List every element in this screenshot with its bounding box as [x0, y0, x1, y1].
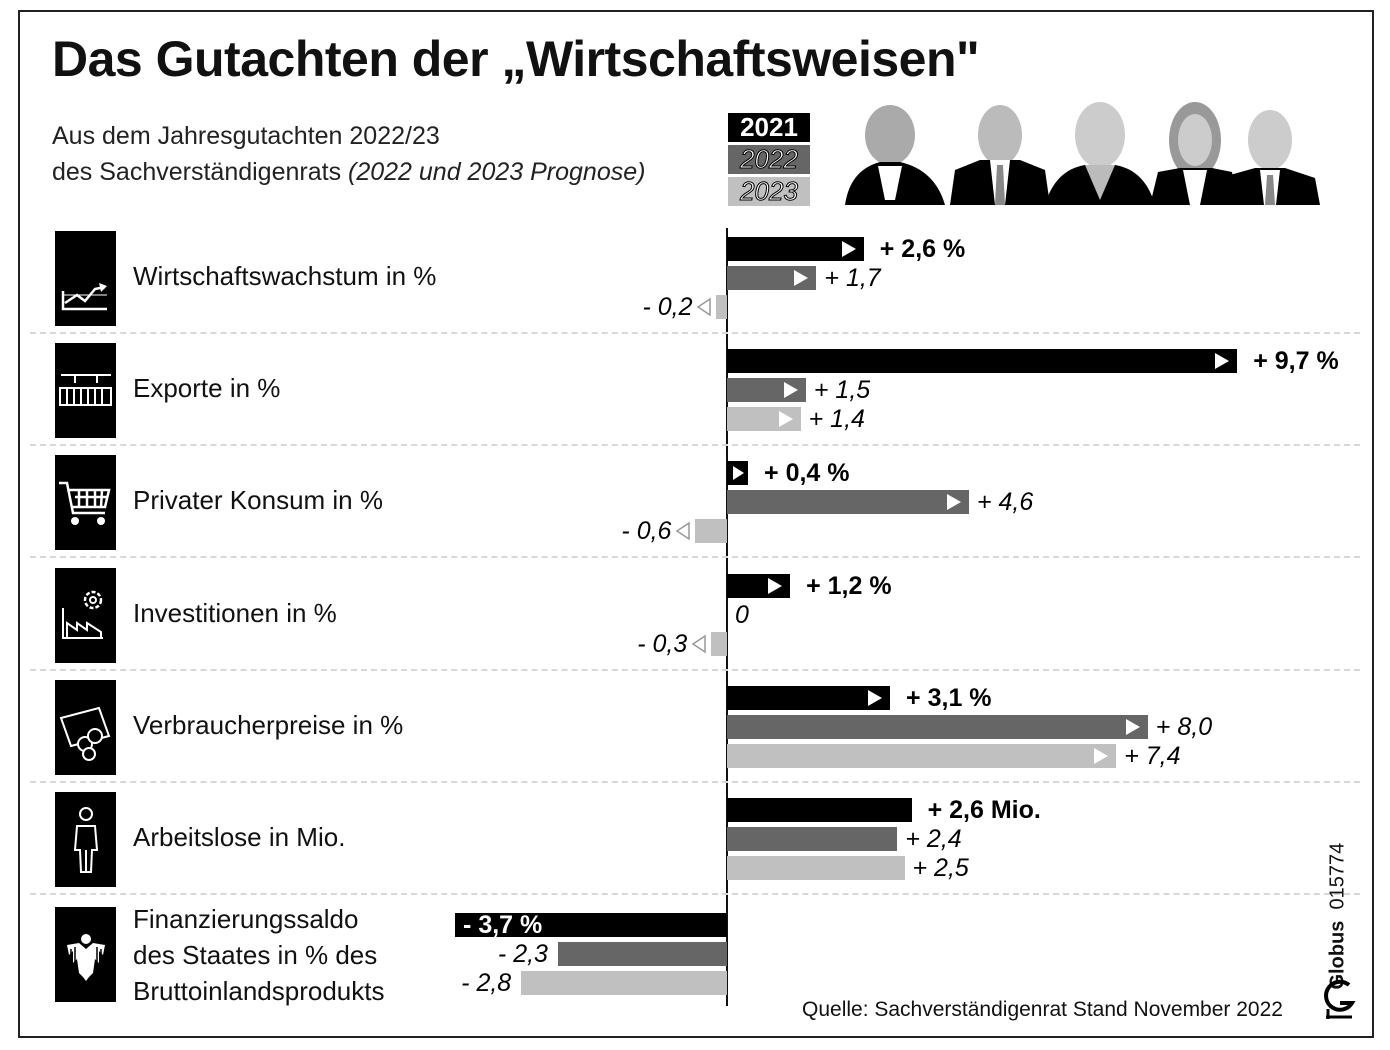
frame	[18, 10, 1374, 1038]
globus-logo: Globus 015774	[1318, 790, 1358, 1025]
row-label: Verbraucherpreise in %	[133, 710, 404, 740]
arrow-right-icon	[1125, 719, 1140, 735]
value-label: - 2,3	[497, 940, 548, 968]
arrow-right-icon	[1094, 748, 1109, 764]
bar-2023	[727, 744, 1117, 768]
row-label-line: Finanzierungssaldo	[133, 904, 359, 934]
row-label: Privater Konsum in %	[133, 485, 383, 515]
subtitle-line2: des Sachverständigenrats (2022 und 2023 …	[52, 158, 645, 187]
bar-2021	[455, 913, 727, 937]
arrow-left-outline-icon	[676, 521, 691, 541]
row-separator	[30, 444, 1360, 446]
legend-2023: 2023	[728, 176, 810, 206]
arrow-left-outline-icon	[691, 634, 706, 654]
row-label-line: Bruttoinlandsprodukts	[133, 976, 385, 1006]
value-label: + 2,4	[905, 825, 962, 853]
federal-eagle-icon	[55, 907, 116, 1002]
bar-2021	[727, 237, 864, 261]
portrait-1	[845, 105, 945, 205]
bar-2023	[716, 295, 727, 319]
row-separator	[30, 781, 1360, 783]
row-separator	[30, 332, 1360, 334]
zero-axis	[726, 228, 728, 1006]
value-label: + 1,2 %	[806, 572, 892, 600]
value-label: + 2,6 Mio.	[927, 796, 1041, 824]
arrow-left-outline-icon	[697, 297, 712, 317]
row-separator	[30, 556, 1360, 558]
portrait-5	[1225, 110, 1320, 205]
value-label: + 1,5	[813, 376, 871, 404]
graphic-id: 015774	[1326, 842, 1349, 910]
row-label: Arbeitslose in Mio.	[133, 822, 346, 852]
source-note: Quelle: Sachverständigenrat Stand Novemb…	[802, 998, 1283, 1021]
value-label: + 7,4	[1124, 742, 1181, 770]
portraits-illustration	[845, 102, 1320, 205]
value-label: + 4,6	[976, 488, 1034, 516]
value-label: + 8,0	[1155, 713, 1213, 741]
row-separator	[30, 893, 1360, 895]
arrow-right-icon	[841, 241, 856, 257]
value-label: + 0,4 %	[764, 459, 850, 487]
arrow-right-icon	[768, 578, 783, 594]
arrow-right-icon	[778, 411, 793, 427]
bar-2023	[521, 971, 727, 995]
money-coins-icon	[55, 680, 116, 775]
arrow-right-icon	[794, 270, 809, 286]
bar-2022	[727, 827, 898, 851]
subtitle-note: (2022 und 2023 Prognose)	[348, 158, 646, 186]
portrait-2	[950, 105, 1050, 205]
page-title: Das Gutachten der „Wirtschaftsweisen"	[52, 31, 980, 87]
bar-2022	[727, 715, 1148, 739]
person-icon	[55, 792, 116, 887]
row-label-line: des Staates in % des	[133, 940, 378, 970]
bar-2023	[727, 856, 905, 880]
factory-gear-icon	[55, 568, 116, 663]
row-separator	[30, 669, 1360, 671]
arrow-right-icon	[1215, 353, 1230, 369]
bar-2021	[727, 686, 891, 710]
bar-2021	[727, 349, 1238, 373]
growth-chart-icon	[55, 231, 116, 326]
arrow-right-icon	[946, 494, 961, 510]
bar-2021	[727, 798, 912, 822]
value-label: - 2,8	[461, 969, 512, 997]
row-label: Finanzierungssaldo des Staates in % des Br…	[133, 901, 384, 1009]
row-label: Investitionen in %	[133, 598, 337, 628]
value-label: + 1,4	[808, 405, 865, 433]
row-label: Wirtschaftswachstum in %	[133, 261, 437, 291]
bar-2022	[557, 942, 727, 966]
arrow-right-icon	[783, 382, 798, 398]
container-crane-icon	[55, 343, 116, 438]
globus-g-icon	[1324, 979, 1356, 1019]
arrow-right-icon	[729, 464, 747, 482]
value-label: - 0,6	[621, 517, 672, 545]
bar-2022	[727, 490, 969, 514]
shopping-cart-icon	[55, 455, 116, 550]
value-label: - 0,2	[642, 293, 693, 321]
value-label: + 2,5	[912, 854, 969, 882]
portrait-4	[1150, 102, 1238, 205]
subtitle-line1: Aus dem Jahresgutachten 2022/23	[52, 122, 440, 150]
value-label: - 3,7 %	[463, 911, 543, 939]
legend-2021: 2021	[728, 113, 810, 142]
value-label: 0	[735, 601, 749, 629]
bar-2023	[711, 632, 727, 656]
legend-2022: 2022	[728, 144, 810, 174]
value-label: + 2,6 %	[879, 235, 966, 263]
value-label: + 1,7	[824, 264, 881, 292]
bar-2023	[695, 519, 727, 543]
value-label: - 0,3	[637, 630, 688, 658]
value-label: + 9,7 %	[1253, 347, 1339, 375]
portrait-3	[1045, 102, 1155, 205]
arrow-right-icon	[868, 690, 883, 706]
subtitle-line2-text: des Sachverständigenrats	[52, 158, 342, 186]
value-label: + 3,1 %	[906, 684, 992, 712]
row-label: Exporte in %	[133, 373, 281, 403]
